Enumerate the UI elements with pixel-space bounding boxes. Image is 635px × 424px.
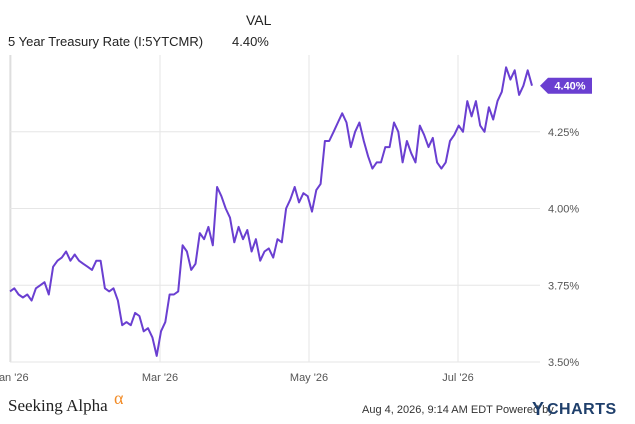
x-tick-label: Jul '26 bbox=[442, 372, 473, 384]
value-badge-label: 4.40% bbox=[554, 81, 585, 93]
series-name: 5 Year Treasury Rate (I:5YTCMR) bbox=[8, 34, 204, 49]
current-value-badge: 4.40% bbox=[540, 77, 592, 94]
y-axis: 3.50% 3.75% 4.00% 4.25% bbox=[548, 127, 579, 369]
y-tick-label: 3.75% bbox=[548, 280, 579, 292]
series-value: 4.40% bbox=[232, 34, 269, 49]
ycharts-logo: CHARTS bbox=[547, 401, 617, 418]
x-tick-label: May '26 bbox=[290, 372, 328, 384]
series-layer bbox=[9, 66, 533, 357]
x-axis: Jan '26 Mar '26 May '26 Jul '26 bbox=[0, 372, 474, 384]
ycharts-y-icon: Y bbox=[532, 399, 545, 419]
legend-header: VAL bbox=[246, 12, 272, 28]
alpha-symbol-icon: α bbox=[114, 388, 124, 408]
x-tick-label: Jan '26 bbox=[0, 372, 29, 384]
line-chart: Jan '26 Mar '26 May '26 Jul '26 3.50% 3.75% 4… bbox=[0, 55, 592, 384]
seeking-alpha-logo: Seeking Alpha bbox=[8, 396, 108, 415]
x-tick-label: Mar '26 bbox=[142, 372, 178, 384]
y-tick-label: 4.00% bbox=[548, 204, 579, 216]
value-badge-shape bbox=[540, 77, 592, 94]
y-tick-label: 4.25% bbox=[548, 127, 579, 139]
timestamp-text: Aug 4, 2026, 9:14 AM EDT Powered by bbox=[362, 404, 554, 416]
series-line bbox=[9, 66, 533, 357]
y-tick-label: 3.50% bbox=[548, 357, 579, 369]
grid bbox=[9, 55, 540, 363]
